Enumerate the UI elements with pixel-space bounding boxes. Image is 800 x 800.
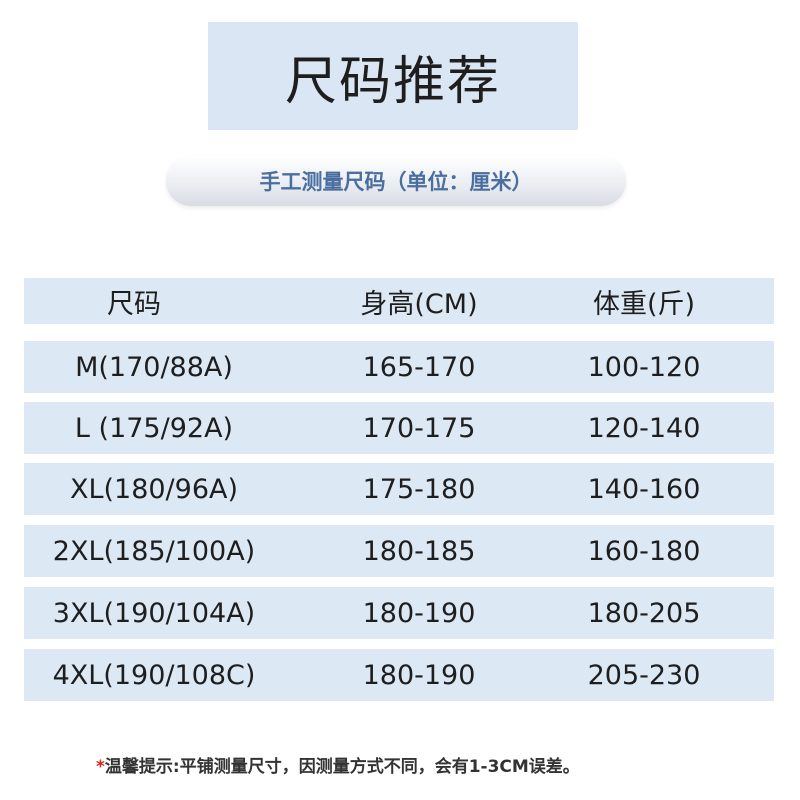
cell-size: M(170/88A) — [75, 351, 233, 383]
header-height: 身高(CM) — [360, 288, 478, 320]
table-row: 3XL(190/104A) 180-190 180-205 — [24, 587, 774, 639]
table-row: 4XL(190/108C) 180-190 205-230 — [24, 649, 774, 701]
note: *温馨提示:平铺测量尺寸，因测量方式不同，会有1-3CM误差。 — [96, 752, 580, 777]
cell-weight: 180-205 — [587, 597, 701, 629]
cell-size: XL(180/96A) — [69, 473, 239, 505]
subtitle-pill: 手工测量尺码（单位：厘米） — [166, 156, 626, 206]
cell-weight: 140-160 — [587, 473, 701, 505]
cell-height: 170-175 — [362, 412, 476, 444]
title-banner: 尺码推荐 — [208, 22, 578, 130]
note-star: * — [96, 757, 105, 777]
cell-weight: 100-120 — [587, 351, 701, 383]
cell-height: 165-170 — [362, 351, 476, 383]
table-row: XL(180/96A) 175-180 140-160 — [24, 463, 774, 515]
cell-size: L (175/92A) — [74, 412, 234, 444]
cell-weight: 160-180 — [587, 535, 701, 567]
cell-height: 180-190 — [362, 659, 476, 691]
table-row: L (175/92A) 170-175 120-140 — [24, 402, 774, 454]
table-header: 尺码 身高(CM) 体重(斤) — [24, 278, 774, 324]
table-row: 2XL(185/100A) 180-185 160-180 — [24, 525, 774, 577]
cell-size: 4XL(190/108C) — [52, 659, 256, 691]
table-row: M(170/88A) 165-170 100-120 — [24, 341, 774, 393]
cell-weight: 205-230 — [587, 659, 701, 691]
cell-height: 175-180 — [362, 473, 476, 505]
cell-height: 180-190 — [362, 597, 476, 629]
header-weight: 体重(斤) — [592, 288, 696, 320]
note-text: 温馨提示:平铺测量尺寸，因测量方式不同，会有1-3CM误差。 — [104, 757, 580, 777]
cell-size: 3XL(190/104A) — [52, 597, 256, 629]
header-size: 尺码 — [107, 288, 161, 320]
page-title: 尺码推荐 — [284, 51, 501, 112]
cell-weight: 120-140 — [587, 412, 701, 444]
cell-size: 2XL(185/100A) — [52, 535, 256, 567]
cell-height: 180-185 — [362, 535, 476, 567]
subtitle: 手工测量尺码（单位：厘米） — [259, 170, 533, 194]
